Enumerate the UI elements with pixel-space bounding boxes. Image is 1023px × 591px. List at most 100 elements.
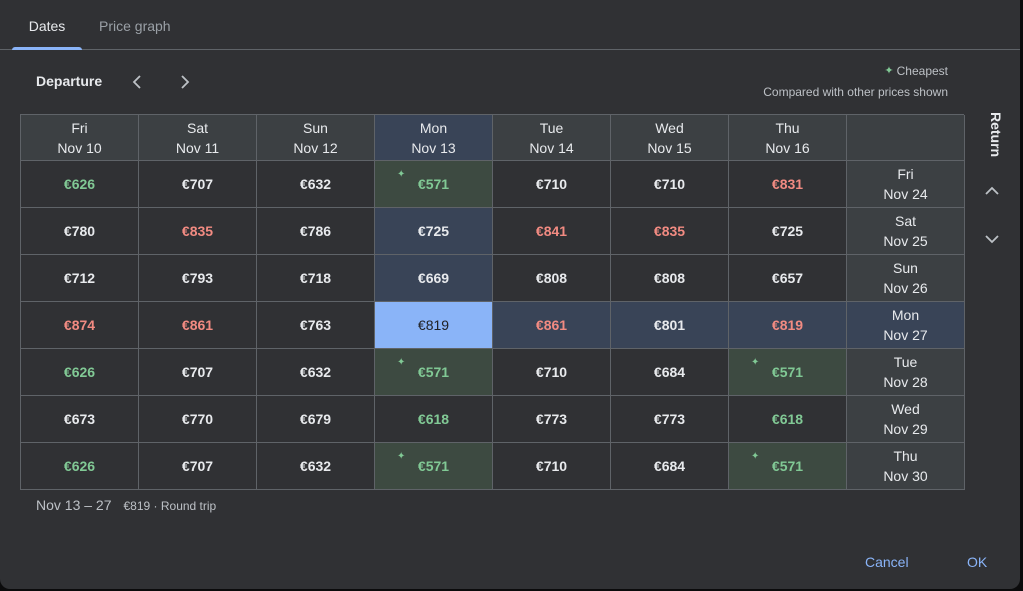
column-date: Nov 13 [411,139,456,156]
departure-next-button[interactable] [173,70,197,94]
price-cell[interactable]: €673 [21,396,139,443]
price-cell[interactable]: €684 [611,443,729,490]
price-cell[interactable]: €786 [257,208,375,255]
price-value: €707 [181,458,214,474]
price-cell[interactable]: €819 [729,302,847,349]
price-cell[interactable]: €808 [611,255,729,302]
price-cell[interactable]: €874 [21,302,139,349]
row-date: Nov 30 [883,468,928,484]
column-header: Fri Nov 10 [21,115,139,161]
price-value: €632 [299,364,332,380]
price-cell[interactable]: €725 [729,208,847,255]
legend-compared-note: Compared with other prices shown [763,85,948,99]
price-cell[interactable]: €718 [257,255,375,302]
price-value: €618 [417,411,450,427]
price-value: €673 [63,411,96,427]
price-cell[interactable]: €835 [139,208,257,255]
price-value: €710 [653,176,686,192]
price-value: €684 [653,364,686,380]
price-value: €626 [63,364,96,380]
price-value: €571 [771,458,804,474]
price-cell[interactable]: €841 [493,208,611,255]
cancel-button[interactable]: Cancel [865,554,909,570]
row-day: Thu [893,448,918,464]
price-cell[interactable]: €763 [257,302,375,349]
return-label: Return [988,112,1004,158]
column-day: Sat [186,119,208,136]
price-cell[interactable]: €632 [257,349,375,396]
row-date: Nov 24 [883,186,928,202]
price-cell[interactable]: €773 [611,396,729,443]
price-cell[interactable]: €684 [611,349,729,396]
price-cell[interactable]: €710 [493,443,611,490]
price-value: €710 [535,176,568,192]
price-cell[interactable]: €780 [21,208,139,255]
price-value: €571 [417,364,450,380]
price-cell[interactable]: €618 [375,396,493,443]
price-value: €626 [63,458,96,474]
price-cell[interactable]: €632 [257,443,375,490]
column-day: Sun [303,119,328,136]
price-cell[interactable]: €618 [729,396,847,443]
price-cell[interactable]: €773 [493,396,611,443]
price-cell[interactable]: €707 [139,161,257,208]
price-cell[interactable]: €626 [21,443,139,490]
return-date-header: Mon Nov 27 [847,302,965,349]
price-cell[interactable]: €861 [139,302,257,349]
price-cell[interactable]: €657 [729,255,847,302]
price-cell[interactable]: €861 [493,302,611,349]
price-value: €618 [771,411,804,427]
row-day: Sun [893,260,918,276]
price-cell[interactable]: €819 [375,302,493,349]
price-value: €718 [299,270,332,286]
price-cell[interactable]: ✦ €571 [375,443,493,490]
price-cell[interactable]: €710 [493,161,611,208]
tab-price-graph[interactable]: Price graph [99,18,171,34]
sparkle-icon: ✦ [397,451,406,462]
price-cell[interactable]: €710 [611,161,729,208]
price-cell[interactable]: €835 [611,208,729,255]
price-cell[interactable]: €793 [139,255,257,302]
row-day: Sat [894,213,916,229]
price-cell[interactable]: €831 [729,161,847,208]
ok-button[interactable]: OK [967,554,988,570]
price-cell[interactable]: ✦ €571 [729,443,847,490]
price-cell[interactable]: €707 [139,443,257,490]
price-cell[interactable]: €626 [21,161,139,208]
price-cell[interactable]: €679 [257,396,375,443]
column-date: Nov 11 [175,139,220,156]
price-cell[interactable]: ✦ €571 [729,349,847,396]
departure-prev-button[interactable] [125,70,149,94]
price-value: €793 [181,270,214,286]
column-date: Nov 10 [57,139,102,156]
column-date: Nov 14 [529,139,574,156]
column-header: Tue Nov 14 [493,115,611,161]
price-cell[interactable]: €632 [257,161,375,208]
price-cell[interactable]: ✦ €571 [375,161,493,208]
row-date: Nov 28 [883,374,928,390]
price-value: €808 [653,270,686,286]
price-cell[interactable]: €707 [139,349,257,396]
tab-bar: Dates Price graph [0,0,1020,50]
price-cell[interactable]: €808 [493,255,611,302]
price-cell[interactable]: €801 [611,302,729,349]
price-cell[interactable]: €725 [375,208,493,255]
price-cell[interactable]: €770 [139,396,257,443]
price-value: €657 [771,270,804,286]
price-cell[interactable]: €710 [493,349,611,396]
price-cell[interactable]: €712 [21,255,139,302]
price-value: €707 [181,176,214,192]
price-cell[interactable]: ✦ €571 [375,349,493,396]
return-prev-button[interactable] [980,179,1004,203]
return-next-button[interactable] [980,227,1004,251]
price-cell[interactable]: €626 [21,349,139,396]
price-value: €801 [653,317,686,333]
price-value: €684 [653,458,686,474]
price-value: €835 [653,223,686,239]
price-value: €831 [771,176,804,192]
return-date-header: Tue Nov 28 [847,349,965,396]
tab-dates[interactable]: Dates [12,0,82,50]
price-cell[interactable]: €669 [375,255,493,302]
price-value: €679 [299,411,332,427]
price-value: €819 [771,317,804,333]
